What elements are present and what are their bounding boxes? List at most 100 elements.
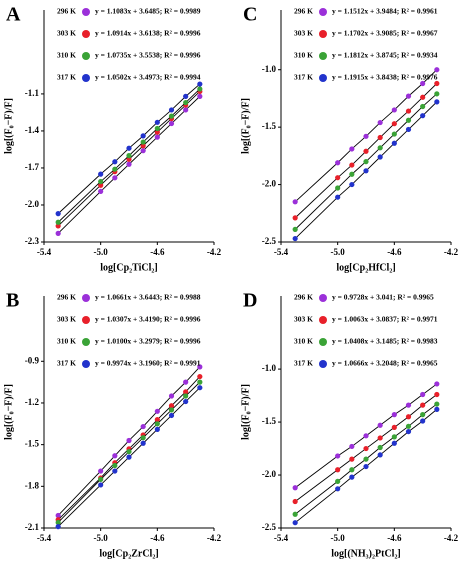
data-point — [154, 119, 160, 125]
data-point — [183, 389, 189, 395]
data-point — [98, 482, 104, 488]
data-point — [405, 126, 412, 133]
x-tick-label: -4.2 — [207, 533, 222, 543]
data-point — [434, 406, 440, 412]
legend-marker — [319, 30, 327, 38]
data-point — [168, 407, 175, 413]
legend-label: 303 K — [57, 29, 76, 38]
legend-equation: y = 1.1512x + 3.9484; R² = 0.9961 — [332, 7, 438, 16]
data-point — [55, 512, 61, 519]
legend-equation: y = 1.0661x + 3.6443; R² = 0.9988 — [95, 293, 201, 302]
data-point — [405, 423, 412, 429]
y-tick-label: -1.4 — [25, 125, 40, 135]
data-point — [377, 452, 383, 458]
data-point — [126, 153, 132, 159]
data-point — [183, 93, 189, 99]
data-point — [405, 428, 412, 435]
data-point — [168, 393, 175, 399]
x-tick-label: -4.2 — [444, 533, 459, 543]
y-tick-label: -1.0 — [262, 64, 277, 74]
data-point — [55, 219, 61, 225]
data-point — [98, 171, 104, 177]
legend-equation: y = 0.9728x + 3.041; R² = 0.9965 — [332, 293, 434, 302]
panel-letter: D — [243, 290, 257, 312]
legend-label: 296 K — [57, 7, 76, 16]
data-point — [335, 185, 341, 191]
data-point — [126, 437, 132, 444]
data-point — [363, 148, 369, 154]
legend-marker — [319, 316, 327, 324]
legend-marker — [319, 360, 327, 368]
x-tick-label: -5.4 — [37, 247, 52, 257]
legend-marker — [319, 338, 327, 346]
data-point — [126, 161, 132, 167]
data-point — [377, 145, 383, 151]
data-point — [112, 175, 118, 181]
data-point — [168, 403, 175, 409]
data-point — [55, 230, 61, 236]
legend-equation: y = 1.1915x + 3.8438; R² = 0.9976 — [332, 73, 438, 82]
data-point — [363, 159, 369, 165]
y-tick-label: -2.1 — [25, 522, 40, 532]
data-point — [112, 159, 118, 165]
data-point — [183, 398, 189, 405]
legend-marker — [82, 316, 90, 324]
data-point — [140, 148, 146, 154]
legend-equation: y = 1.0100x + 3.2979; R² = 0.9996 — [95, 337, 201, 346]
data-point — [434, 67, 440, 73]
y-tick-label: -0.9 — [25, 355, 40, 365]
data-point — [349, 456, 355, 462]
legend-marker — [319, 74, 327, 82]
y-tick-label: -1.2 — [25, 397, 40, 407]
data-point — [335, 478, 341, 484]
legend-label: 310 K — [294, 337, 313, 346]
data-point — [197, 385, 203, 391]
panel: -2.1 -1.8 -1.5 -1.2 -0.9 -5.4 -5.0 -4.6 -4.2 log[… — [3, 290, 221, 560]
panel: -2.5 -2.0 -1.5 -1.0 -5.4 -5.0 -4.6 -4.2 log[(NH₃… — [240, 290, 458, 560]
data-point — [55, 524, 61, 530]
panel-letter: B — [6, 290, 19, 312]
data-point — [377, 119, 383, 126]
data-point — [112, 462, 118, 469]
legend-label: 303 K — [294, 315, 313, 324]
data-point — [98, 476, 104, 482]
data-point — [349, 443, 355, 450]
legend-marker — [82, 360, 90, 368]
legend-equation: y = 1.0408x + 3.1485; R² = 0.9983 — [332, 337, 438, 346]
data-point — [335, 486, 341, 492]
legend-marker — [82, 8, 90, 16]
y-tick-label: -1.7 — [25, 162, 40, 172]
legend-label: 303 K — [294, 29, 313, 38]
data-point — [292, 235, 298, 242]
data-point — [434, 91, 440, 97]
legend-label: 310 K — [57, 51, 76, 60]
legend-equation: y = 1.1812x + 3.8745; R² = 0.9934 — [332, 51, 438, 60]
data-point — [126, 448, 132, 455]
data-point — [363, 463, 369, 470]
data-point — [377, 444, 383, 451]
data-point — [363, 445, 369, 452]
data-point — [98, 182, 104, 188]
data-point — [197, 86, 203, 92]
data-point — [197, 93, 203, 99]
data-point — [391, 140, 397, 146]
data-point — [183, 379, 189, 385]
data-point — [434, 381, 440, 387]
data-point — [55, 223, 61, 229]
data-point — [126, 156, 132, 162]
data-point — [363, 433, 369, 439]
data-point — [363, 168, 369, 174]
y-axis-label: log[(F₀−F)/F] — [3, 384, 14, 440]
x-axis-label: log[Cp₂HfCl₂] — [336, 262, 395, 273]
data-point — [98, 468, 104, 474]
y-tick-label: -2.5 — [262, 236, 277, 246]
data-point — [391, 424, 397, 430]
x-tick-label: -5.4 — [274, 247, 289, 257]
data-point — [140, 423, 146, 430]
legend-marker — [319, 294, 327, 302]
data-point — [349, 474, 355, 480]
legend-equation: y = 1.0307x + 3.4190; R² = 0.9996 — [95, 315, 201, 324]
data-point — [420, 418, 426, 424]
y-tick-label: -2.3 — [25, 236, 40, 246]
x-tick-label: -4.2 — [444, 247, 459, 257]
